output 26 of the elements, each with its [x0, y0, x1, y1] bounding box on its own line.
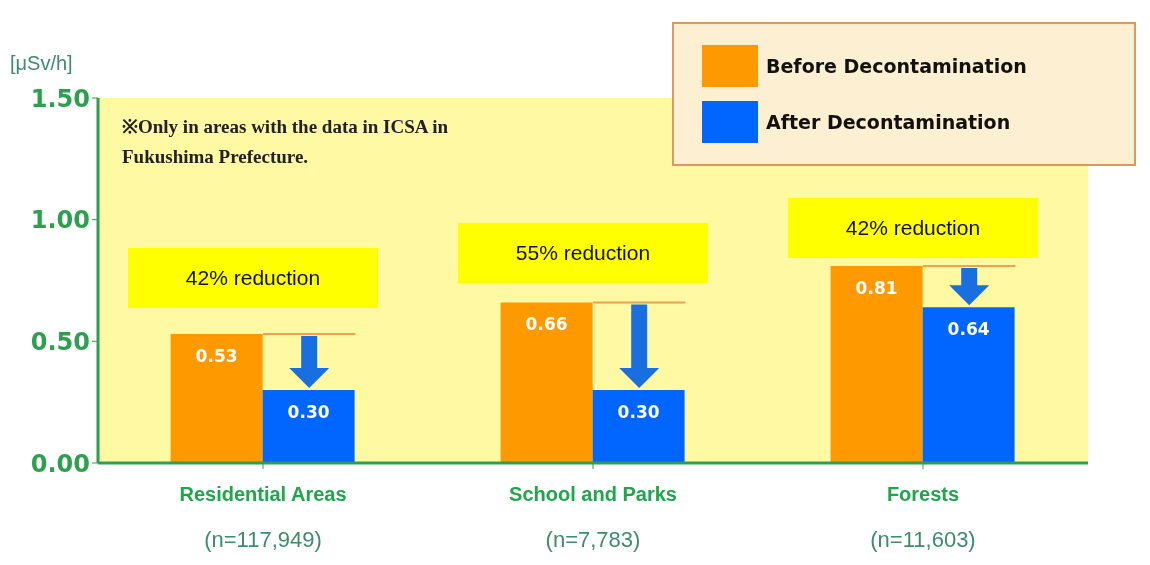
x-tick-label: School and Parks (n=7,783) — [509, 483, 677, 552]
data-label: 0.66 — [525, 314, 568, 335]
data-label: 0.81 — [855, 277, 898, 298]
y-tick-label: 1.50 — [30, 84, 90, 113]
annotation: ※Only in areas with the data in ICSA in Fukushima Prefecture. — [122, 115, 450, 169]
data-label: 0.30 — [617, 402, 660, 423]
bar — [500, 302, 593, 463]
data-label: 0.53 — [195, 346, 238, 367]
x-tick-label: Residential Areas (n=117,949) — [179, 483, 347, 552]
bar — [262, 390, 355, 463]
y-tick-label: 0.00 — [30, 449, 90, 478]
text-box: 42% reduction — [128, 248, 378, 308]
bar — [830, 265, 923, 463]
text-box: 55% reduction — [458, 223, 708, 283]
data-label: 0.64 — [947, 319, 990, 340]
bar — [170, 334, 263, 463]
data-label: 0.30 — [287, 402, 330, 423]
legend-label: Before Decontamination — [766, 55, 1028, 77]
y-tick-label: 1.00 — [30, 206, 90, 235]
x-tick-label: Forests (n=11,603) — [870, 483, 976, 552]
legend-label: After Decontamination — [766, 111, 1012, 133]
y-axis-title: [μSv/h] — [10, 52, 73, 75]
bar — [922, 307, 1015, 463]
y-tick-label: 0.50 — [30, 327, 90, 356]
bar — [592, 390, 685, 463]
text-box: 42% reduction — [788, 198, 1038, 258]
